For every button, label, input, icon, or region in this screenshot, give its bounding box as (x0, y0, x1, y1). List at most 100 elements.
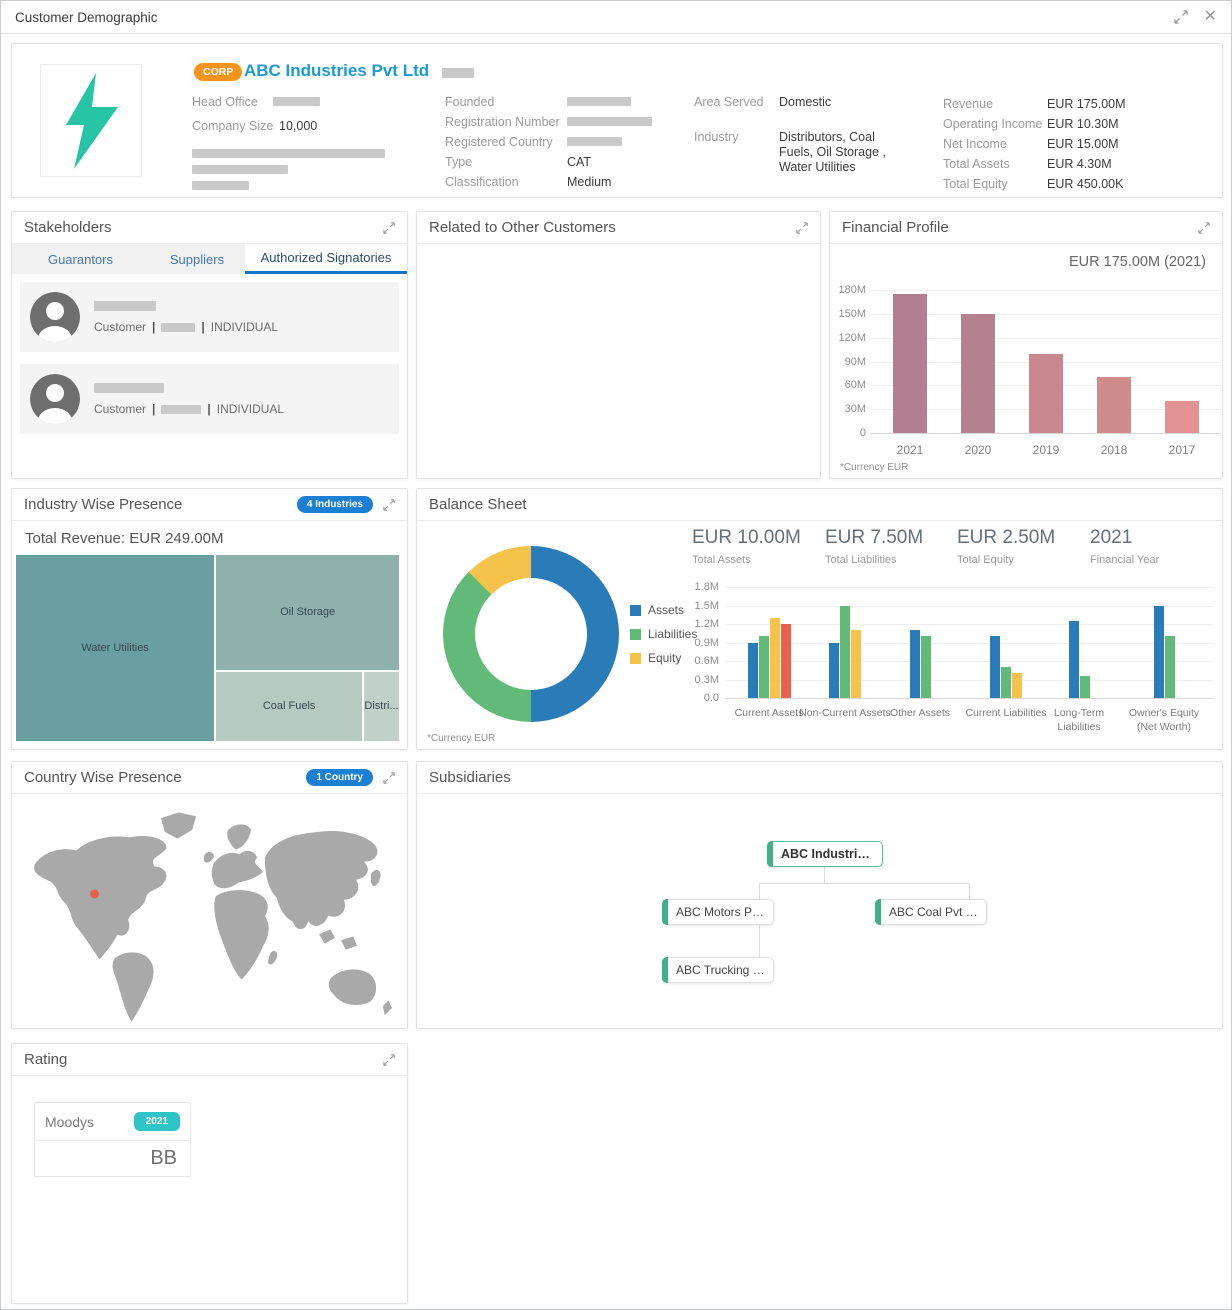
balance-bar[interactable] (769, 617, 780, 698)
node-label: ABC Industries ... (781, 847, 882, 861)
x-category-label: Owner's Equity (Net Worth) (1128, 707, 1200, 733)
balance-bar[interactable] (840, 605, 850, 698)
balance-bar[interactable] (1079, 676, 1090, 698)
balance-bar[interactable] (758, 636, 769, 698)
industries-count-badge: 4 Industries (296, 496, 373, 513)
type-value: CAT (567, 155, 592, 169)
revenue-bar-2020[interactable] (961, 313, 995, 433)
financial-profile-panel: Financial Profile EUR 175.00M (2021) 180… (829, 211, 1223, 479)
node-label: ABC Coal Pvt Ltd (889, 905, 983, 919)
y-tick-label: 0.9M (694, 636, 719, 649)
balance-bar[interactable] (1068, 620, 1079, 698)
redacted-value (442, 68, 474, 78)
revenue-bar-chart: 2021 2020 2019 2018 2017 (870, 290, 1220, 457)
industry-treemap: Water Utilities Oil Storage Coal Fuels Dist… (15, 554, 400, 742)
revenue-bar-2021[interactable] (893, 293, 927, 433)
expand-icon[interactable] (383, 1053, 395, 1066)
balance-donut-chart[interactable] (443, 546, 619, 722)
y-tick-label: 1.8M (694, 581, 719, 593)
node-accent-bar (662, 899, 668, 925)
subsidiary-node-root[interactable]: ABC Industries ... (767, 841, 883, 867)
panel-title: Subsidiaries (429, 769, 511, 786)
stakeholder-info: Customer | | INDIVIDUAL (94, 382, 284, 416)
industry-presence-panel: Industry Wise Presence 4 Industries Tota… (11, 488, 408, 750)
subsidiary-node-motors[interactable]: ABC Motors Pvt L... (662, 899, 774, 925)
rating-agency: Moodys (45, 1113, 95, 1130)
x-tick-label: 2019 (1032, 443, 1060, 457)
tab-guarantors[interactable]: Guarantors (47, 251, 114, 267)
balance-bar[interactable] (780, 624, 791, 698)
balance-bar[interactable] (1153, 605, 1164, 698)
balance-bar[interactable] (1001, 667, 1011, 698)
balance-bar[interactable] (909, 630, 920, 698)
registration-number-label: Registration Number (445, 115, 560, 129)
balance-bar[interactable] (990, 636, 1000, 698)
treemap-tile-oil-storage[interactable]: Oil Storage (215, 554, 400, 671)
x-category-label: Current Assets (734, 707, 804, 719)
avatar-icon (30, 292, 80, 342)
stakeholder-row[interactable]: Customer | | INDIVIDUAL (20, 364, 399, 434)
legend-item-liabilities: Liabilities (630, 627, 697, 641)
balance-bar[interactable] (920, 636, 931, 698)
rating-card[interactable]: Moodys 2021 BB (34, 1102, 191, 1177)
redacted-name (94, 300, 156, 311)
redacted-value (567, 117, 652, 126)
balance-bar[interactable] (829, 642, 839, 698)
redacted-value (567, 137, 622, 146)
legend-label: Assets (648, 603, 685, 617)
financial-value: EUR 15.00M (1047, 137, 1119, 151)
expand-icon[interactable] (383, 498, 395, 511)
window-titlebar: Customer Demographic ✕ (1, 1, 1231, 34)
expand-icon[interactable] (1198, 221, 1210, 234)
balance-bar[interactable] (1164, 636, 1175, 698)
balance-bar[interactable] (851, 630, 861, 698)
tree-connector (759, 883, 970, 884)
y-tick-label: 0.6M (694, 655, 719, 667)
stat-value: 2021 (1090, 527, 1133, 548)
rating-panel: Rating Moodys 2021 BB (11, 1043, 408, 1304)
x-tick-label: 2020 (964, 443, 992, 457)
type-label: Type (445, 155, 473, 169)
gridline (870, 337, 1220, 339)
country-marker (90, 889, 99, 899)
area-served-label: Area Served (694, 95, 764, 109)
treemap-tile-coal-fuels[interactable]: Coal Fuels (215, 670, 364, 742)
revenue-bar-2018[interactable] (1097, 377, 1131, 433)
treemap-tile-distri-[interactable]: Distri... (363, 670, 400, 742)
financial-value: EUR 10.30M (1047, 117, 1119, 131)
expand-icon[interactable] (796, 221, 808, 234)
related-customers-panel: Related to Other Customers (416, 211, 821, 479)
subsidiary-node-coal[interactable]: ABC Coal Pvt Ltd (875, 899, 987, 925)
legend-swatch (630, 604, 641, 616)
y-tick-label: 60M (844, 379, 866, 392)
currency-footnote: *Currency EUR (840, 462, 909, 473)
subsidiaries-panel: Subsidiaries ABC Industries ... ABC Moto… (416, 761, 1223, 1029)
treemap-tile-water-utilities[interactable]: Water Utilities (15, 554, 216, 742)
gridline (870, 290, 1220, 291)
window-expand-icon[interactable] (1173, 10, 1188, 24)
x-tick-label: 2017 (1168, 443, 1196, 457)
balance-bar[interactable] (747, 642, 758, 698)
revenue-bar-2019[interactable] (1029, 354, 1063, 433)
head-office-label: Head Office (192, 95, 258, 109)
y-tick-label: 150M (838, 307, 866, 320)
node-accent-bar (662, 957, 668, 983)
financial-value: EUR 450.00K (1047, 177, 1124, 191)
gridline (725, 661, 1214, 662)
stakeholder-info: Customer | | INDIVIDUAL (94, 300, 278, 334)
industry-label: Industry (694, 130, 739, 144)
gridline (725, 587, 1214, 588)
redacted-address-line (192, 149, 385, 158)
balance-bar[interactable] (1012, 673, 1022, 698)
tab-suppliers[interactable]: Suppliers (169, 251, 225, 267)
legend-swatch (630, 652, 641, 664)
tab-authorized-signatories[interactable]: Authorized Signatories (245, 244, 407, 274)
expand-icon[interactable] (383, 771, 395, 784)
window-close-icon[interactable]: ✕ (1203, 8, 1217, 25)
tree-connector (824, 865, 825, 883)
world-map (20, 806, 401, 1027)
expand-icon[interactable] (383, 221, 395, 234)
stakeholder-row[interactable]: Customer | | INDIVIDUAL (20, 282, 399, 352)
subsidiary-node-trucking[interactable]: ABC Trucking Pvt... (662, 957, 774, 983)
revenue-bar-2017[interactable] (1165, 401, 1199, 433)
